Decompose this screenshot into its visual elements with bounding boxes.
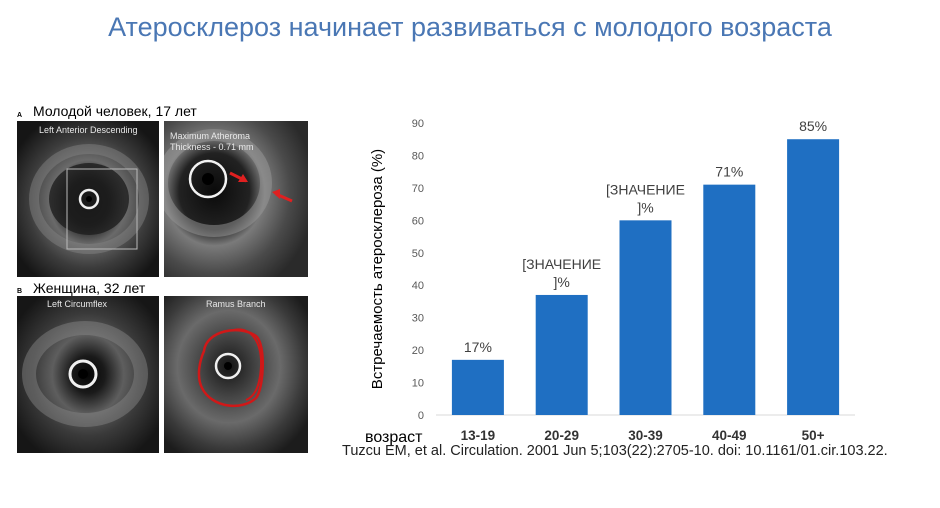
bar-30-39: [619, 220, 672, 415]
y-tick-label: 20: [412, 345, 424, 357]
lad-caption: Left Anterior Descending: [39, 125, 138, 135]
data-label: ]%: [554, 274, 570, 290]
x-tick-label: 20-29: [544, 428, 579, 443]
bar-20-29: [535, 294, 588, 415]
data-label: ]%: [637, 199, 653, 215]
y-tick-label: 30: [412, 313, 424, 325]
ivus-image-max-atheroma: Maximum Atheroma Thickness - 0.71 mm: [164, 121, 308, 277]
max-atheroma-caption-1: Maximum Atheroma: [170, 131, 251, 141]
y-tick-label: 50: [412, 248, 424, 260]
panel-b-label: Женщина, 32 лет: [33, 280, 146, 296]
ivus-image-circumflex: Left Circumflex: [17, 296, 159, 453]
citation: Tuzcu EM, et al. Circulation. 2001 Jun 5…: [342, 443, 888, 459]
bar-chart: 0 10 20 30 40 50 60 70 80 90 13-19 17% 20-29 [ЗНАЧЕНИ…: [365, 118, 855, 445]
data-label: 71%: [715, 164, 743, 180]
panel-b-letter: B: [17, 288, 23, 295]
x-tick-label: 13-19: [461, 428, 496, 443]
data-label: [ЗНАЧЕНИЕ: [606, 181, 685, 197]
y-tick-label: 40: [412, 280, 424, 292]
circumflex-caption: Left Circumflex: [47, 299, 108, 309]
y-tick-label: 60: [412, 215, 424, 227]
y-axis-label: Встречаемость атеросклероза (%): [369, 149, 386, 389]
x-tick-label: 40-49: [712, 428, 747, 443]
max-atheroma-caption-2: Thickness - 0.71 mm: [170, 142, 254, 152]
slide-title: Атеросклероз начинает развиваться с моло…: [108, 12, 832, 42]
panel-a-letter: A: [17, 112, 23, 119]
panel-a-label: Молодой человек, 17 лет: [33, 103, 197, 119]
y-tick-label: 80: [412, 150, 424, 162]
ivus-image-lad: Left Anterior Descending: [17, 121, 159, 277]
ramus-caption: Ramus Branch: [206, 299, 266, 309]
bar-50+: [787, 139, 840, 415]
y-tick-label: 90: [412, 118, 424, 130]
x-tick-label: 50+: [802, 428, 825, 443]
data-label: 85%: [799, 118, 827, 134]
data-label: 17%: [464, 339, 492, 355]
data-label: [ЗНАЧЕНИЕ: [522, 256, 601, 272]
x-tick-label: 30-39: [628, 428, 663, 443]
x-axis-label: возраст: [365, 429, 423, 445]
ivus-image-ramus: Ramus Branch: [164, 296, 308, 453]
bar-40-49: [703, 184, 756, 415]
y-tick-label: 0: [418, 410, 424, 422]
y-tick-label: 70: [412, 183, 424, 195]
y-tick-label: 10: [412, 378, 424, 390]
bar-13-19: [451, 359, 504, 415]
